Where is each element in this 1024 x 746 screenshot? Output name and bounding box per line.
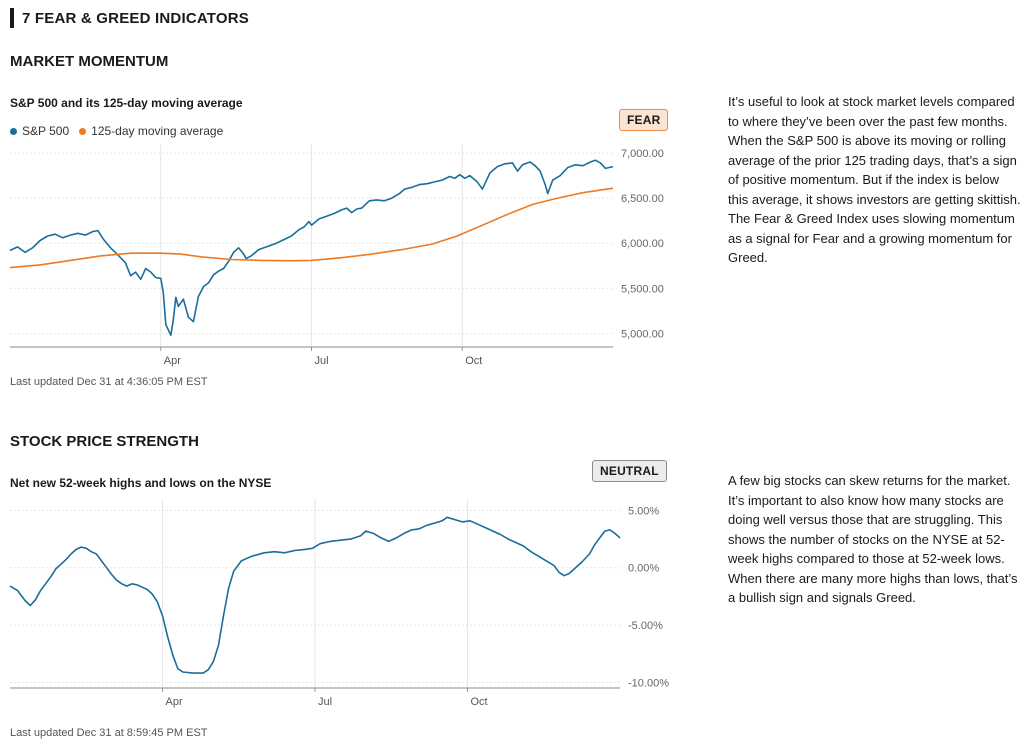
strength-chart: 5.00% 0.00% -5.00% -10.00% Apr Jul Oct: [9, 499, 669, 708]
y-tick-label: 6,000.00: [621, 238, 664, 250]
y-tick-label: 5,000.00: [621, 328, 664, 340]
y-tick-label: 6,500.00: [621, 193, 664, 205]
y-tick-label: 0.00%: [628, 563, 659, 575]
momentum-title: MARKET MOMENTUM: [10, 53, 169, 70]
header-accent-bar: [10, 8, 14, 28]
y-tick-label: -5.00%: [628, 620, 663, 632]
section-header: 7 FEAR & GREED INDICATORS: [10, 8, 249, 28]
momentum-description: It’s useful to look at stock market leve…: [728, 94, 1021, 265]
x-tick-label: Oct: [471, 696, 488, 708]
momentum-chart: 5,000.00 5,500.00 6,000.00 6,500.00 7,000.00…: [9, 144, 664, 367]
legend-item-sp500[interactable]: S&P 500: [10, 124, 69, 138]
y-tick-label: 5.00%: [628, 505, 659, 517]
legend-dot-icon: [79, 127, 87, 135]
momentum-last-updated: Last updated Dec 31 at 4:36:05 PM EST: [10, 376, 208, 388]
x-tick-label: Apr: [164, 355, 181, 367]
strength-title: STOCK PRICE STRENGTH: [10, 433, 199, 450]
x-tick-label: Jul: [318, 696, 332, 708]
legend-dot-icon: [10, 127, 17, 135]
strength-chart-title: Net new 52-week highs and lows on the NY…: [10, 476, 272, 490]
strength-rating-badge: NEUTRAL: [592, 460, 667, 482]
x-tick-label: Oct: [465, 355, 482, 367]
x-tick-label: Apr: [166, 696, 183, 708]
momentum-chart-title: S&P 500 and its 125-day moving average: [10, 96, 243, 110]
legend-label: 125-day moving average: [91, 124, 224, 138]
series-line-net-new-highs-minus-lows: [9, 516, 621, 674]
series-line-s-p-500: [9, 159, 614, 337]
legend-label: S&P 500: [22, 124, 70, 138]
momentum-legend: S&P 500 125-day moving average: [10, 124, 233, 138]
y-tick-label: 7,000.00: [621, 148, 664, 160]
legend-item-moving-average[interactable]: 125-day moving average: [79, 124, 223, 138]
y-tick-label: -10.00%: [628, 677, 669, 689]
series-line-125-day-moving-average: [9, 187, 614, 269]
section-title: 7 FEAR & GREED INDICATORS: [22, 9, 249, 27]
y-tick-label: 5,500.00: [621, 283, 664, 295]
strength-description: A few big stocks can skew returns for th…: [728, 473, 1018, 605]
x-tick-label: Jul: [315, 355, 329, 367]
momentum-rating-badge: FEAR: [619, 109, 669, 131]
strength-last-updated: Last updated Dec 31 at 8:59:45 PM EST: [10, 727, 208, 739]
